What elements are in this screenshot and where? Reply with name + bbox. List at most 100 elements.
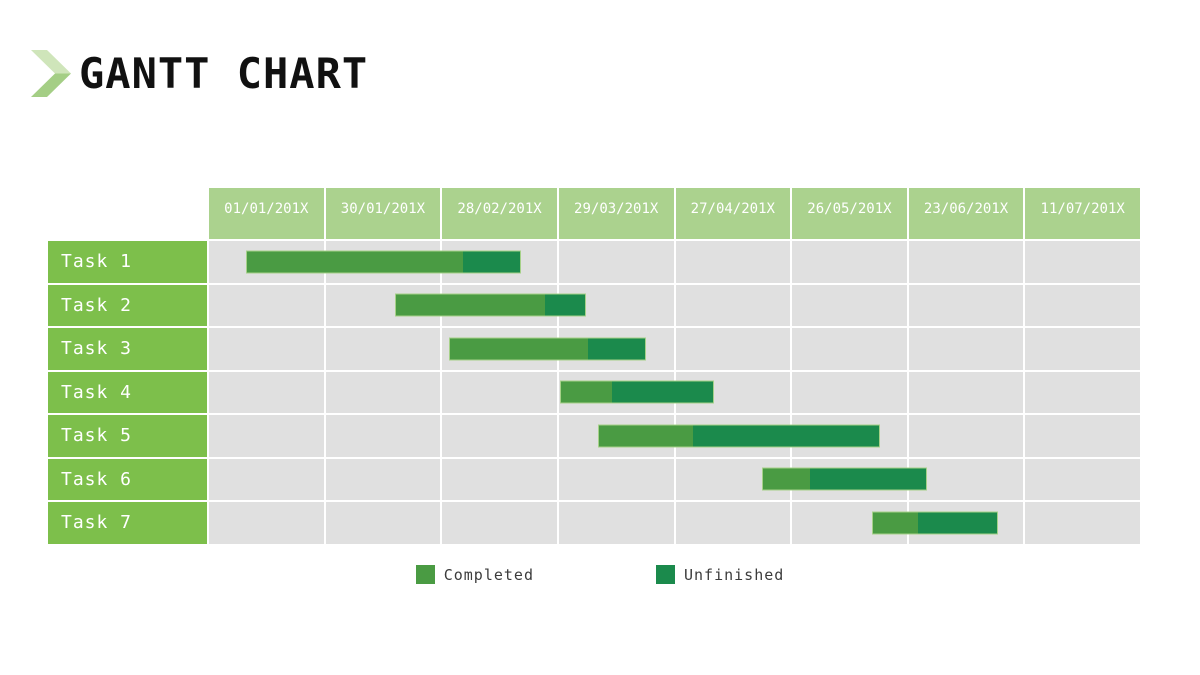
grid-cell	[209, 371, 324, 413]
bar-unfinished-segment	[611, 381, 713, 403]
grid-cell	[1023, 458, 1140, 500]
grid-cell	[209, 502, 324, 544]
bar-completed-segment	[247, 251, 464, 273]
bar-unfinished-segment	[809, 468, 926, 490]
gantt-bar	[246, 250, 521, 274]
date-column-header: 29/03/201X	[556, 188, 674, 239]
title-block: GANTT CHART	[30, 50, 368, 97]
grid-cell	[323, 415, 441, 457]
grid-cell	[906, 371, 1024, 413]
bar-unfinished-segment	[917, 512, 998, 534]
date-column-header: 26/05/201X	[790, 188, 907, 239]
grid-cell	[209, 458, 324, 500]
grid-cell	[556, 241, 674, 283]
grid-cell	[673, 241, 791, 283]
grid-cell	[906, 328, 1024, 370]
task-label: Task 3	[48, 328, 207, 370]
grid-cells	[209, 241, 1140, 283]
legend-label-unfinished: Unfinished	[683, 565, 785, 584]
grid-cell	[790, 328, 907, 370]
grid-cell	[1023, 502, 1140, 544]
bar-completed-segment	[450, 338, 589, 360]
task-row	[209, 415, 1140, 457]
bar-completed-segment	[396, 294, 546, 316]
grid-cell	[906, 241, 1024, 283]
gantt-bar	[598, 424, 881, 448]
task-label: Task 5	[48, 415, 207, 457]
grid-cell	[673, 502, 791, 544]
grid-cell	[906, 284, 1024, 326]
grid-cell	[440, 458, 557, 500]
bar-unfinished-segment	[463, 251, 520, 273]
grid-cell	[1023, 284, 1140, 326]
task-row	[209, 284, 1140, 326]
grid-cells	[209, 284, 1140, 326]
bar-unfinished-segment	[692, 425, 880, 447]
bar-unfinished-segment	[545, 294, 586, 316]
date-column-header: 01/01/201X	[209, 188, 324, 239]
date-column-header: 28/02/201X	[440, 188, 557, 239]
grid-cell	[440, 371, 557, 413]
bar-completed-segment	[560, 381, 612, 403]
date-column-header: 27/04/201X	[673, 188, 791, 239]
grid-cell	[1023, 371, 1140, 413]
task-row	[209, 241, 1140, 283]
grid-cell	[906, 415, 1024, 457]
bar-completed-segment	[763, 468, 810, 490]
task-row	[209, 328, 1140, 370]
task-label: Task 2	[48, 284, 207, 326]
grid-cell	[673, 284, 791, 326]
task-row	[209, 502, 1140, 544]
grid-cell	[790, 371, 907, 413]
gantt-bar	[762, 467, 927, 491]
grid-cell	[323, 328, 441, 370]
bar-completed-segment	[872, 512, 918, 534]
date-column-header: 30/01/201X	[323, 188, 441, 239]
grid-cell	[209, 415, 324, 457]
grid-cells	[209, 415, 1140, 457]
grid-cell	[790, 284, 907, 326]
task-label: Task 6	[48, 458, 207, 500]
grid-cell	[556, 502, 674, 544]
grid-cell	[323, 458, 441, 500]
grid-cells	[209, 502, 1140, 544]
task-row	[209, 458, 1140, 500]
legend-label-completed: Completed	[443, 565, 534, 584]
grid-cell	[1023, 241, 1140, 283]
grid-cell	[790, 241, 907, 283]
grid-cell	[1023, 415, 1140, 457]
grid-cell	[1023, 328, 1140, 370]
gantt-bar	[559, 380, 714, 404]
grid-cell	[440, 502, 557, 544]
completed-swatch-icon	[415, 565, 435, 584]
task-label: Task 7	[48, 502, 207, 544]
grid-cells	[209, 371, 1140, 413]
task-row	[209, 371, 1140, 413]
legend-item-completed: Completed	[415, 565, 534, 584]
task-label: Task 1	[48, 241, 207, 283]
chevron-icon	[31, 50, 71, 97]
date-column-header: 11/07/201X	[1023, 188, 1140, 239]
legend: Completed Unfinished	[0, 565, 1200, 584]
bar-unfinished-segment	[588, 338, 645, 360]
grid-cells	[209, 458, 1140, 500]
gantt-chart: 01/01/201X 30/01/201X 28/02/201X 29/03/201X…	[48, 188, 1142, 544]
grid-cells	[209, 328, 1140, 370]
unfinished-swatch-icon	[655, 565, 675, 584]
gantt-bar	[395, 293, 587, 317]
task-label: Task 4	[48, 371, 207, 413]
date-header-row: 01/01/201X 30/01/201X 28/02/201X 29/03/201X…	[209, 188, 1140, 239]
grid-cell	[209, 328, 324, 370]
bar-completed-segment	[599, 425, 693, 447]
grid-cell	[209, 284, 324, 326]
date-column-header: 23/06/201X	[906, 188, 1024, 239]
gantt-bar	[871, 511, 999, 535]
page-title: GANTT CHART	[79, 48, 369, 98]
gantt-bar	[449, 337, 646, 361]
grid-cell	[440, 415, 557, 457]
grid-cell	[323, 371, 441, 413]
grid-cell	[673, 328, 791, 370]
legend-item-unfinished: Unfinished	[655, 565, 785, 584]
table-corner-spacer	[48, 188, 207, 239]
